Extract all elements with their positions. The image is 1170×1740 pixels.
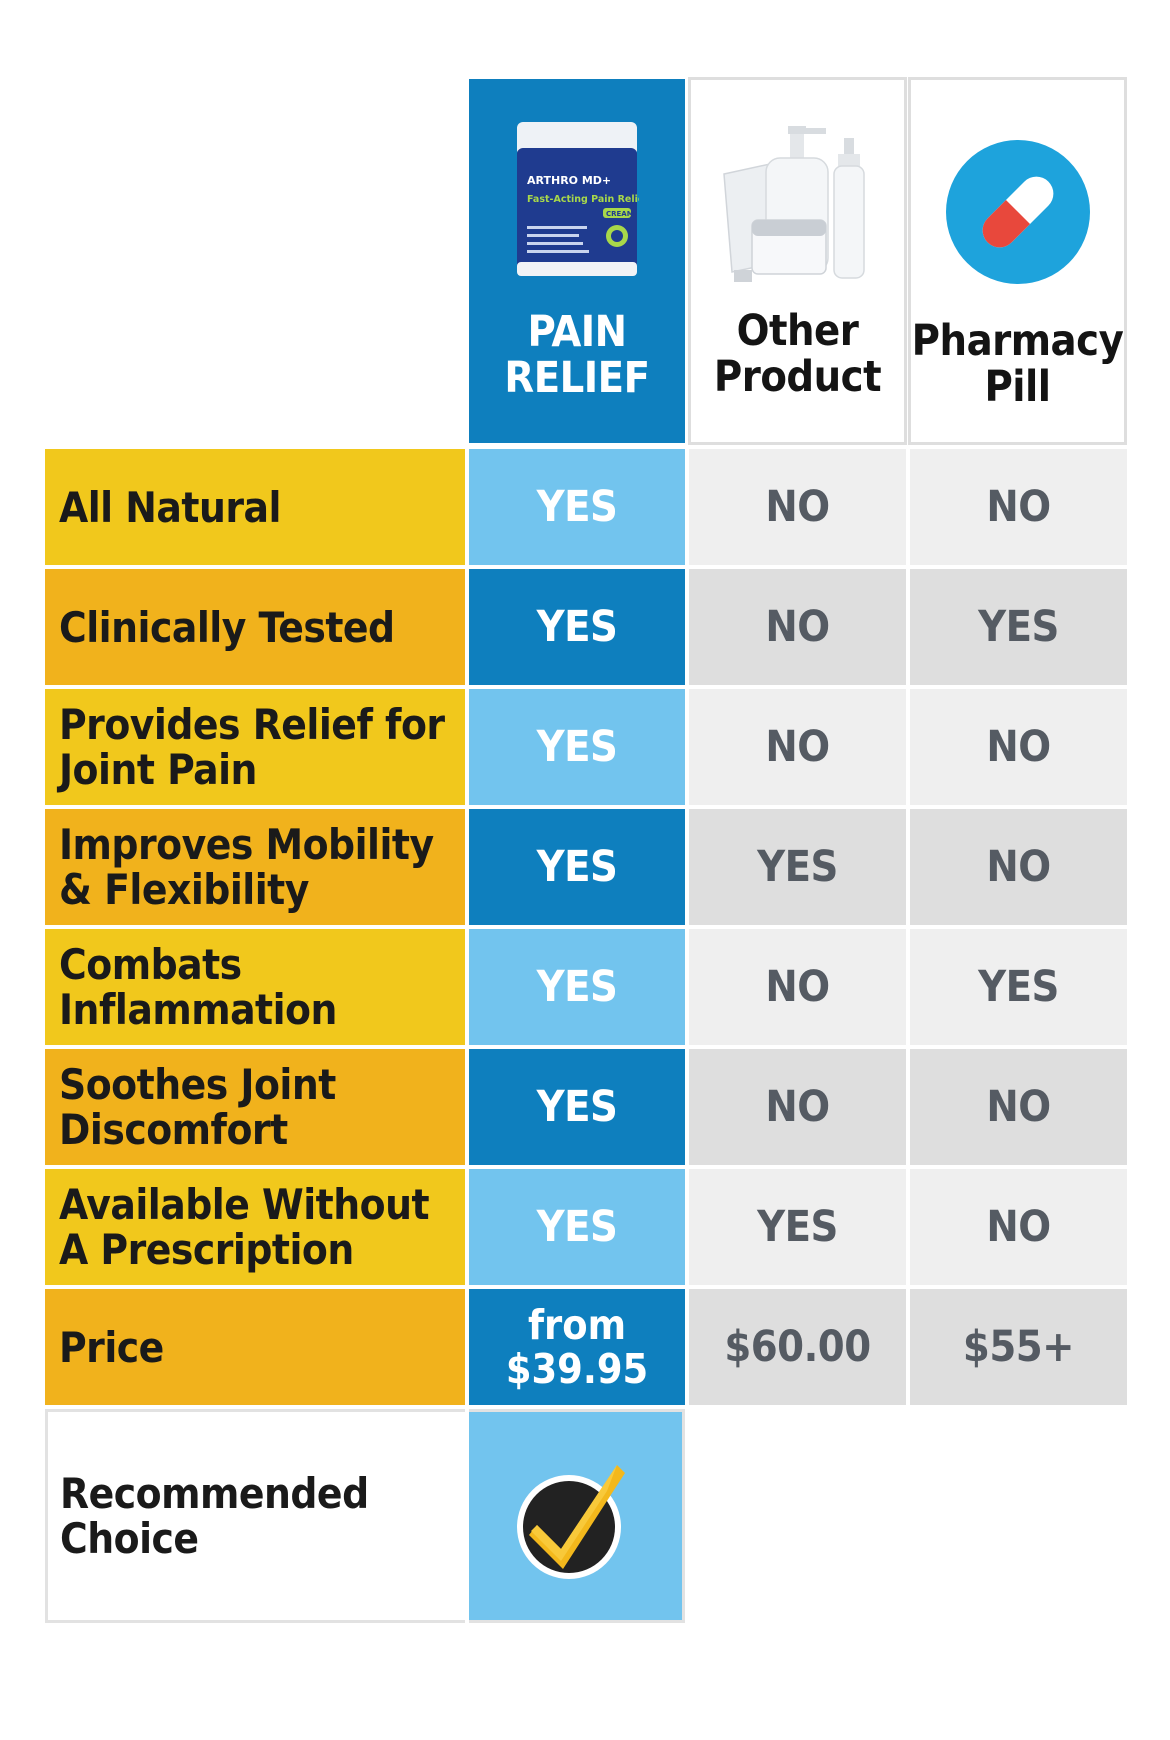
pharmacy-pill-value: NO [910, 1049, 1127, 1165]
pain-relief-price: from $39.95 [469, 1289, 685, 1405]
pharmacy-pill-value: NO [910, 449, 1127, 565]
pharmacy-pill-value: YES [910, 569, 1127, 685]
other-product-value: NO [689, 929, 906, 1045]
pain-relief-value: YES [469, 689, 685, 805]
pain-relief-value: YES [469, 569, 685, 685]
jar-badge-text: CREAM [606, 210, 634, 218]
pain-relief-value: YES [469, 1169, 685, 1285]
pain-relief-value: YES [469, 809, 685, 925]
other-product-value: NO [689, 569, 906, 685]
header-pharmacy-pill-line2: Pill [984, 362, 1051, 412]
other-product-value: NO [689, 689, 906, 805]
recommended-choice-label: Recommended Choice [45, 1409, 465, 1623]
header-other-product: Other Product [688, 77, 907, 445]
other-product-price: $60.00 [689, 1289, 906, 1405]
header-pharmacy-pill-line1: Pharmacy [911, 316, 1124, 366]
feature-improves-mobility: Improves Mobility & Flexibility [45, 809, 465, 925]
jar-tagline-text: Fast-Acting Pain Relief [527, 194, 639, 205]
feature-soothes-joint-discomfort: Soothes Joint Discomfort [45, 1049, 465, 1165]
pain-relief-jar-image: ARTHRO MD+ Fast-Acting Pain Relief CREAM [515, 121, 639, 281]
feature-available-without-prescription: Available Without A Prescription [45, 1169, 465, 1285]
header-pain-relief-line2: RELIEF [504, 353, 650, 403]
header-pain-relief-line1: PAIN [527, 307, 627, 357]
feature-clinically-tested: Clinically Tested [45, 569, 465, 685]
pain-relief-price-text: from $39.95 [505, 1301, 649, 1393]
checkmark-icon [516, 1465, 625, 1579]
pharmacy-pill-value: NO [910, 809, 1127, 925]
pill-capsule-icon [945, 132, 1091, 292]
other-product-bottles-image [718, 124, 878, 284]
pain-relief-value: YES [469, 449, 685, 565]
other-product-value: YES [689, 1169, 906, 1285]
pharmacy-pill-value: NO [910, 689, 1127, 805]
header-pain-relief: ARTHRO MD+ Fast-Acting Pain Relief CREAM… [469, 79, 685, 443]
other-product-value: YES [689, 809, 906, 925]
other-product-value: NO [689, 1049, 906, 1165]
header-other-product-line1: Other [736, 306, 859, 356]
header-other-product-line2: Product [713, 352, 882, 402]
pharmacy-pill-price: $55+ [910, 1289, 1127, 1405]
recommended-choice-cell [469, 1409, 685, 1623]
pain-relief-value: YES [469, 1049, 685, 1165]
pharmacy-pill-value: NO [910, 1169, 1127, 1285]
pharmacy-pill-value: YES [910, 929, 1127, 1045]
feature-provides-relief: Provides Relief for Joint Pain [45, 689, 465, 805]
feature-combats-inflammation: Combats Inflammation [45, 929, 465, 1045]
feature-all-natural: All Natural [45, 449, 465, 565]
jar-brand-text: ARTHRO MD+ [527, 174, 611, 187]
other-product-value: NO [689, 449, 906, 565]
header-pharmacy-pill: Pharmacy Pill [908, 77, 1127, 445]
pain-relief-value: YES [469, 929, 685, 1045]
feature-price: Price [45, 1289, 465, 1405]
